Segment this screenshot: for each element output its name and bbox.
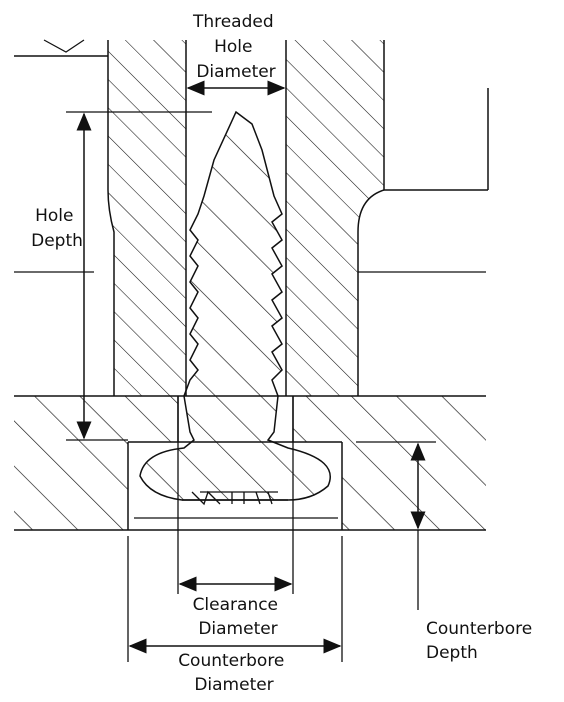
clearance-diameter-dimension (177, 396, 294, 594)
counterbore-depth-dimension (356, 441, 436, 610)
threaded-hole-diameter-label: Threaded Hole Diameter (192, 12, 279, 82)
threaded-hole-walls (185, 40, 287, 396)
screw (139, 110, 331, 506)
counterbore-depth-label: Counterbore Depth (426, 619, 538, 663)
bottom-plate (14, 395, 486, 531)
counterbore-diameter-dimension (127, 536, 343, 662)
hole-depth-dimension (66, 111, 212, 441)
hole-depth-label: Hole Depth (31, 206, 83, 251)
counterbore-diameter-label: Counterbore Diameter (178, 651, 290, 695)
clearance-diameter-label: Clearance Diameter (193, 595, 284, 639)
upper-part (14, 39, 489, 396)
